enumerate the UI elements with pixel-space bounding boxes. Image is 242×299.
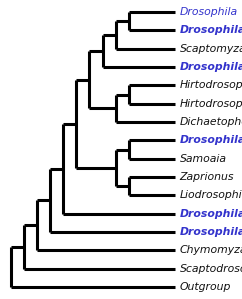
Text: Scaptomyza: Scaptomyza	[180, 44, 242, 54]
Text: Liodrosophila: Liodrosophila	[180, 190, 242, 200]
Text: Drosophila: Drosophila	[180, 62, 242, 72]
Text: Dichaetophora: Dichaetophora	[180, 117, 242, 127]
Text: Zaprionus: Zaprionus	[180, 172, 234, 182]
Text: Hirtodrosophila: Hirtodrosophila	[180, 99, 242, 109]
Text: Scaptodrosophila: Scaptodrosophila	[180, 263, 242, 274]
Text: Samoaia: Samoaia	[180, 154, 227, 164]
Text: Drosophila: Drosophila	[180, 135, 242, 145]
Text: Outgroup: Outgroup	[180, 282, 231, 292]
Text: Chymomyza: Chymomyza	[180, 245, 242, 255]
Text: Hirtodrosophila: Hirtodrosophila	[180, 80, 242, 90]
Text: Drosophila: Drosophila	[180, 209, 242, 219]
Text: Drosophila: Drosophila	[180, 25, 242, 36]
Text: Drosophila: Drosophila	[180, 7, 238, 17]
Text: Drosophila: Drosophila	[180, 227, 242, 237]
